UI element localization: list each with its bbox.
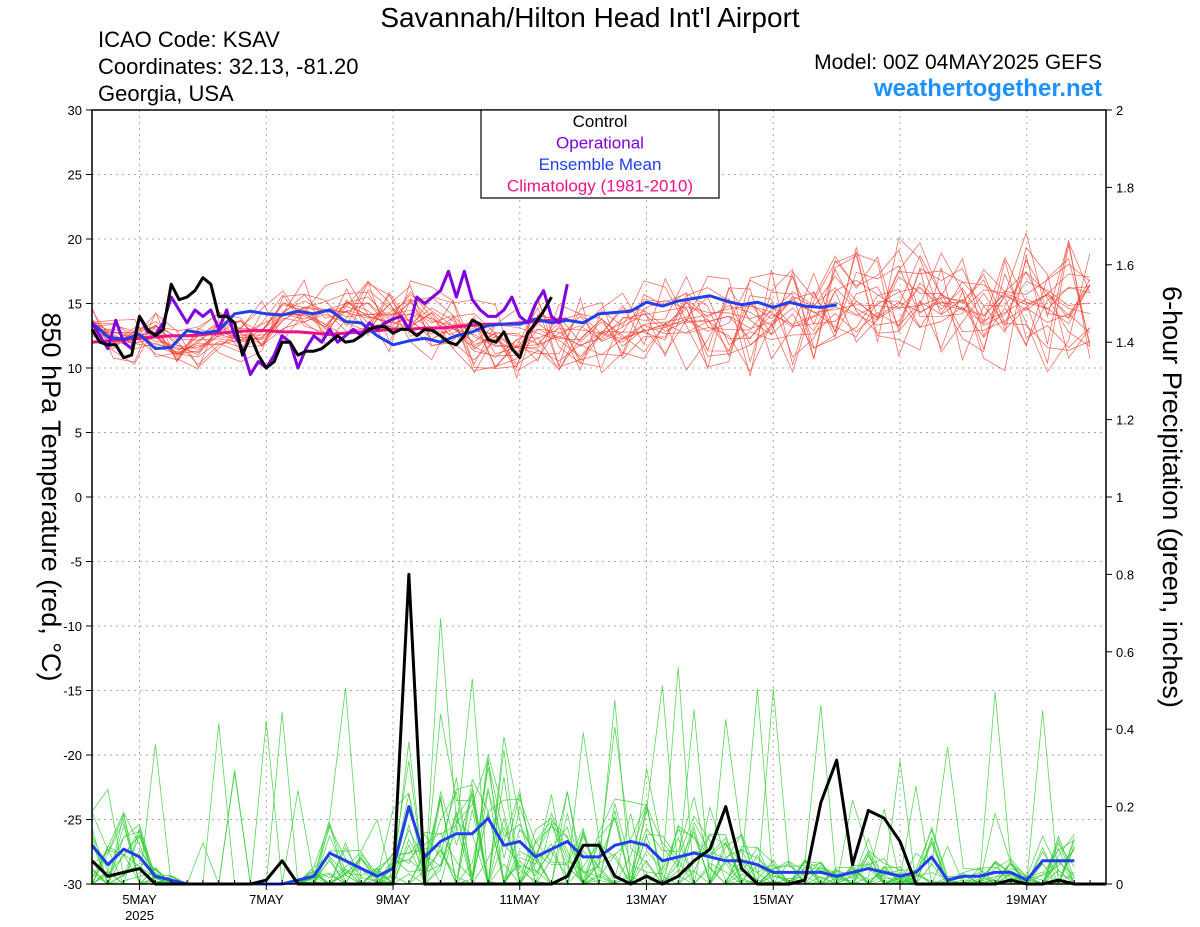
y-tick-label: -25 bbox=[63, 813, 82, 828]
y2-tick-label: 1.4 bbox=[1116, 335, 1134, 350]
operational-temp-line bbox=[90, 269, 569, 376]
x-tick-label: 5MAY bbox=[122, 892, 157, 907]
plot-frame bbox=[91, 109, 1107, 885]
legend: Control Operational Ensemble Mean Climatolo… bbox=[480, 109, 720, 199]
y2-tick-label: 0 bbox=[1116, 877, 1123, 892]
x-tick-sublabel: 2025 bbox=[125, 908, 154, 923]
temp-member-line bbox=[91, 231, 1091, 377]
y-tick-label: 20 bbox=[68, 232, 82, 247]
temp-member-line bbox=[91, 273, 1090, 358]
temp-member-line bbox=[91, 255, 1091, 368]
x-tick-label: 7MAY bbox=[249, 892, 284, 907]
temp-member-line bbox=[91, 246, 1091, 365]
temp-member-line bbox=[91, 249, 1091, 372]
y-tick-label: -5 bbox=[70, 555, 82, 570]
y2-tick-label: 1 bbox=[1116, 490, 1123, 505]
legend-entry: Ensemble Mean bbox=[539, 155, 662, 174]
y2-tick-label: 1.6 bbox=[1116, 258, 1134, 273]
temp-member-line bbox=[91, 265, 1091, 370]
precip-member-line bbox=[91, 721, 1075, 886]
y-tick-label: -15 bbox=[63, 684, 82, 699]
temp-member-line bbox=[91, 237, 1091, 370]
page-title: Savannah/Hilton Head Int'l Airport bbox=[380, 2, 800, 33]
y2-tick-label: 2 bbox=[1116, 103, 1123, 118]
y2-tick-label: 0.8 bbox=[1116, 567, 1134, 582]
y2-tick-label: 1.2 bbox=[1116, 413, 1134, 428]
y2-tick-label: 0.6 bbox=[1116, 645, 1134, 660]
y-tick-label: 0 bbox=[75, 490, 82, 505]
left-axis-ticks: 30 25 20 15 10 5 0 -5 -10 -15 -20 -25 -30 bbox=[63, 103, 92, 892]
x-tick-label: 13MAY bbox=[626, 892, 668, 907]
y-tick-label: 30 bbox=[68, 103, 82, 118]
y-tick-label: 5 bbox=[75, 426, 82, 441]
y2-axis-label: 6-hour Precipitation (green, inches) bbox=[1157, 286, 1187, 708]
x-tick-label: 17MAY bbox=[879, 892, 921, 907]
y-tick-label: -20 bbox=[63, 748, 82, 763]
y-axis-label: 850 hPa Temperature (red, °C) bbox=[36, 313, 66, 682]
y-tick-label: 10 bbox=[68, 361, 82, 376]
x-tick-label: 9MAY bbox=[376, 892, 411, 907]
temp-member-line bbox=[91, 252, 1091, 374]
coordinates: Coordinates: 32.13, -81.20 bbox=[98, 54, 359, 79]
legend-box bbox=[480, 109, 720, 199]
region: Georgia, USA bbox=[98, 81, 234, 106]
y-tick-label: -10 bbox=[63, 619, 82, 634]
precip-member-line bbox=[91, 749, 1075, 886]
precip-member-line bbox=[91, 761, 1075, 886]
y-tick-label: 25 bbox=[68, 168, 82, 183]
y-tick-label: 15 bbox=[68, 297, 82, 312]
y2-tick-label: 1.8 bbox=[1116, 180, 1134, 195]
x-tick-label: 19MAY bbox=[1006, 892, 1048, 907]
control-temp-line bbox=[90, 276, 553, 370]
y-tick-label: -30 bbox=[63, 877, 82, 892]
site-link[interactable]: weathertogether.net bbox=[873, 75, 1102, 102]
model-run: Model: 00Z 04MAY2025 GEFS bbox=[814, 51, 1102, 74]
grid bbox=[92, 110, 1106, 884]
icao-code: ICAO Code: KSAV bbox=[98, 27, 280, 52]
legend-entry: Operational bbox=[556, 134, 644, 153]
x-tick-label: 15MAY bbox=[752, 892, 794, 907]
y2-tick-label: 0.4 bbox=[1116, 722, 1134, 737]
y2-tick-label: 0.2 bbox=[1116, 800, 1134, 815]
right-axis-ticks: 2 1.8 1.6 1.4 1.2 1 0.8 0.6 0.4 0.2 0 bbox=[1106, 103, 1134, 892]
legend-entry: Climatology (1981-2010) bbox=[507, 177, 693, 196]
x-tick-label: 11MAY bbox=[499, 892, 540, 907]
axes bbox=[91, 109, 1107, 885]
legend-entry: Control bbox=[573, 112, 628, 131]
